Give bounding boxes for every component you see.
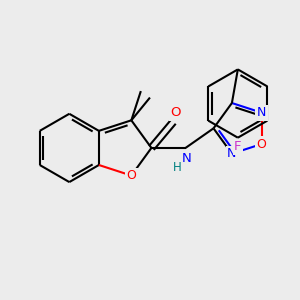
Text: H: H: [173, 161, 182, 174]
Text: O: O: [170, 106, 181, 119]
Text: F: F: [234, 140, 242, 154]
Text: N: N: [257, 106, 266, 119]
Text: O: O: [257, 137, 267, 151]
Text: N: N: [227, 147, 237, 160]
Text: N: N: [182, 152, 191, 165]
Text: O: O: [126, 169, 136, 182]
